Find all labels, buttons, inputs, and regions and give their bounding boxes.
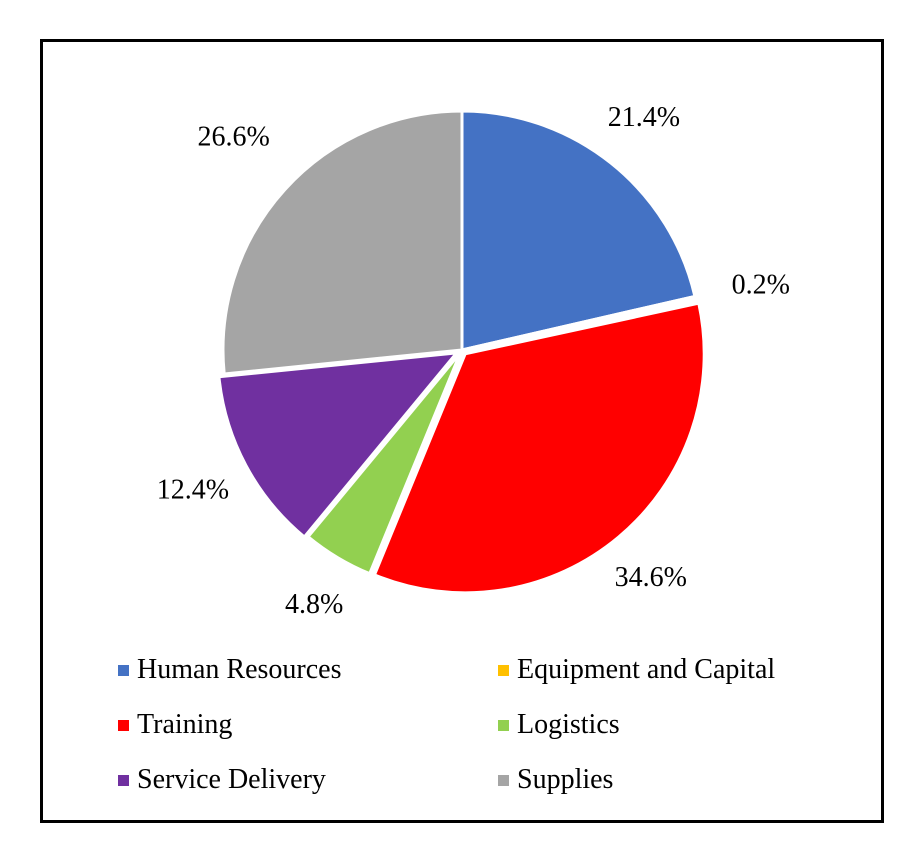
pie-slice-supplies [221,109,464,376]
data-label-logistics: 4.8% [285,589,343,620]
legend-item-training: Training [118,709,232,741]
legend-label-supplies: Supplies [517,764,614,795]
legend-swatch-training [118,719,129,731]
legend-label-training: Training [137,709,233,740]
pie-slices [217,109,706,595]
pie-slice-equipment-and-capital [460,294,698,352]
legend-item-logistics: Logistics [498,709,620,741]
legend-swatch-human-resources [118,664,129,676]
pie-slice-human-resources [460,109,697,352]
data-label-service-delivery: 12.4% [157,474,229,505]
legend-item-human-resources: Human Resources [118,654,342,686]
legend-swatch-supplies [498,774,509,786]
data-label-training: 34.6% [615,562,687,593]
legend-swatch-equipment-and-capital [498,664,509,676]
legend-label-equipment-and-capital: Equipment and Capital [517,654,776,685]
pie-slice-logistics [306,351,462,576]
legend-label-service-delivery: Service Delivery [137,764,326,795]
legend-item-supplies: Supplies [498,764,613,796]
legend-swatch-logistics [498,719,509,731]
legend-label-human-resources: Human Resources [137,654,342,685]
legend-label-logistics: Logistics [517,709,620,740]
pie-slice-training [372,301,706,595]
legend-item-service-delivery: Service Delivery [118,764,326,796]
legend-item-equipment-and-capital: Equipment and Capital [498,654,775,686]
pie-data-labels: 21.4% 0.2% 34.6% 4.8% 12.4% 26.6% [157,102,790,620]
data-label-supplies: 26.6% [198,121,270,152]
data-label-human-resources: 21.4% [608,102,680,133]
pie-slice-service-delivery [217,351,459,539]
data-label-equipment-and-capital: 0.2% [732,270,790,301]
legend-swatch-service-delivery [118,774,129,786]
